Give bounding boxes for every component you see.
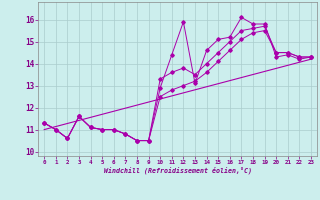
- X-axis label: Windchill (Refroidissement éolien,°C): Windchill (Refroidissement éolien,°C): [104, 167, 252, 174]
